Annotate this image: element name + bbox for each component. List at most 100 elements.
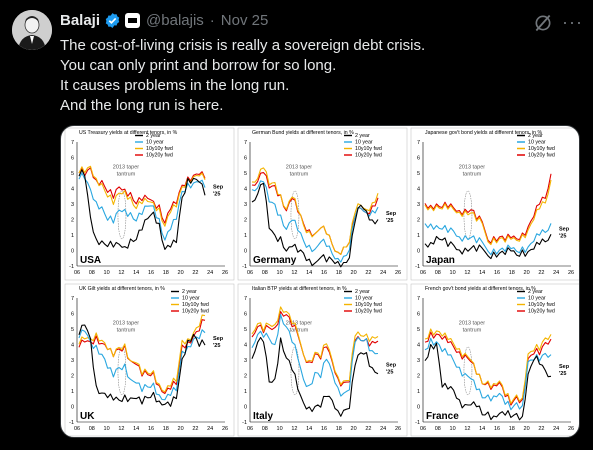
separator: · bbox=[209, 11, 215, 29]
y-tick-label: -1 bbox=[242, 420, 247, 426]
y-tick-label: -1 bbox=[242, 264, 247, 270]
end-label: Sep bbox=[559, 227, 570, 233]
post-date[interactable]: Nov 25 bbox=[220, 11, 269, 29]
x-tick-label: 06 bbox=[74, 426, 80, 432]
series-line-10-year bbox=[78, 172, 206, 241]
chart-title: French gov't bond yields at different te… bbox=[425, 286, 536, 292]
affiliate-badge-icon[interactable] bbox=[125, 12, 141, 28]
panel-border bbox=[237, 127, 408, 281]
chart-panel-usa: US Treasury yields at different tenors, … bbox=[69, 130, 228, 276]
legend-label: 10 year bbox=[528, 296, 546, 302]
end-label: '25 bbox=[213, 343, 220, 349]
y-tick-label: 6 bbox=[244, 312, 247, 318]
annotation-text: 2013 taper bbox=[286, 320, 312, 326]
y-tick-label: 2 bbox=[244, 218, 247, 224]
x-tick-label: 08 bbox=[262, 270, 268, 276]
y-tick-label: 4 bbox=[244, 343, 247, 349]
series-line-10y20y-fwd bbox=[424, 173, 552, 244]
series-line-10-year bbox=[424, 337, 552, 411]
y-tick-label: 0 bbox=[417, 405, 420, 411]
post-text-line: The cost-of-living crisis is really a so… bbox=[60, 37, 426, 54]
x-tick-label: 24 bbox=[207, 426, 213, 432]
series-line-10-year bbox=[78, 329, 206, 401]
x-tick-label: 18 bbox=[509, 426, 515, 432]
legend-label: 10y10y fwd bbox=[355, 146, 382, 152]
x-tick-label: 10 bbox=[277, 426, 283, 432]
grok-icon[interactable] bbox=[533, 13, 553, 33]
x-tick-label: 10 bbox=[450, 426, 456, 432]
legend-label: 10y10y fwd bbox=[528, 302, 555, 308]
x-tick-label: 12 bbox=[464, 270, 470, 276]
verified-badge-icon[interactable] bbox=[104, 12, 121, 29]
x-tick-label: 10 bbox=[450, 270, 456, 276]
x-tick-label: 26 bbox=[395, 270, 401, 276]
y-tick-label: 5 bbox=[71, 171, 74, 177]
end-label: Sep bbox=[386, 362, 397, 368]
author-handle[interactable]: @balajis bbox=[146, 11, 204, 29]
author-name[interactable]: Balaji bbox=[60, 11, 101, 29]
series-line-10y10y-fwd bbox=[424, 328, 552, 405]
annotation-text: 2013 taper bbox=[459, 164, 485, 170]
end-label: '25 bbox=[213, 192, 220, 198]
post-media-image[interactable]: US Treasury yields at different tenors, … bbox=[60, 125, 580, 438]
avatar[interactable] bbox=[12, 10, 52, 50]
y-tick-label: 3 bbox=[71, 358, 74, 364]
x-tick-label: 06 bbox=[247, 426, 253, 432]
post-text-line: And the long run is here. bbox=[60, 97, 224, 114]
end-label: Sep bbox=[213, 336, 224, 342]
panel-border bbox=[410, 283, 579, 437]
x-tick-label: 24 bbox=[380, 270, 386, 276]
series-line-10-year bbox=[251, 180, 379, 263]
chart-panel-germany: German Bund yields at different tenors, … bbox=[242, 130, 401, 276]
series-line-2-year bbox=[251, 182, 379, 268]
panel-border bbox=[410, 127, 579, 281]
y-tick-label: 7 bbox=[71, 296, 74, 302]
y-tick-label: 6 bbox=[417, 156, 420, 162]
taper-tantrum-marker bbox=[117, 346, 127, 396]
legend-label: 10y20y fwd bbox=[528, 309, 555, 315]
series-line-10y10y-fwd bbox=[78, 165, 206, 227]
series-line-10y20y-fwd bbox=[424, 331, 552, 406]
annotation-text: tantrum bbox=[117, 171, 136, 177]
x-tick-label: 18 bbox=[336, 270, 342, 276]
y-tick-label: 5 bbox=[417, 171, 420, 177]
y-tick-label: 4 bbox=[244, 187, 247, 193]
y-tick-label: -1 bbox=[69, 264, 74, 270]
y-tick-label: 0 bbox=[71, 249, 74, 255]
chart-title: German Bund yields at different tenors, … bbox=[252, 130, 354, 136]
x-tick-label: 14 bbox=[479, 426, 485, 432]
y-tick-label: 0 bbox=[244, 249, 247, 255]
end-label: Sep bbox=[559, 364, 570, 370]
x-tick-label: 06 bbox=[74, 270, 80, 276]
post-header: Balaji @balajis · Nov 25 bbox=[60, 10, 268, 30]
legend-label: 10y20y fwd bbox=[146, 153, 173, 159]
x-tick-label: 16 bbox=[494, 270, 500, 276]
y-tick-label: 3 bbox=[244, 202, 247, 208]
y-tick-label: 1 bbox=[71, 389, 74, 395]
x-tick-label: 26 bbox=[568, 426, 574, 432]
more-icon[interactable]: ··· bbox=[562, 12, 583, 32]
annotation-text: tantrum bbox=[463, 171, 482, 177]
legend-label: 10y10y fwd bbox=[528, 146, 555, 152]
legend-label: 10y10y fwd bbox=[146, 146, 173, 152]
series-line-10y10y-fwd bbox=[251, 167, 379, 255]
y-tick-label: 5 bbox=[417, 327, 420, 333]
y-tick-label: 2 bbox=[71, 374, 74, 380]
post-text-line: You can only print and borrow for so lon… bbox=[60, 57, 337, 74]
post-text: The cost-of-living crisis is really a so… bbox=[60, 36, 580, 116]
x-tick-label: 22 bbox=[538, 426, 544, 432]
y-tick-label: 0 bbox=[71, 405, 74, 411]
x-tick-label: 12 bbox=[291, 270, 297, 276]
x-tick-label: 14 bbox=[306, 270, 312, 276]
y-tick-label: -1 bbox=[415, 264, 420, 270]
end-label: '25 bbox=[386, 218, 393, 224]
x-tick-label: 20 bbox=[524, 426, 530, 432]
chart-title: Italian BTP yields at different tenors, … bbox=[252, 286, 347, 292]
chart-panel-uk: UK Gilt yields at different tenors, in %… bbox=[69, 286, 228, 432]
y-tick-label: 4 bbox=[417, 187, 420, 193]
x-tick-label: 12 bbox=[118, 270, 124, 276]
y-tick-label: 7 bbox=[244, 296, 247, 302]
country-label: Japan bbox=[426, 255, 455, 266]
series-line-10y20y-fwd bbox=[78, 167, 206, 224]
x-tick-label: 10 bbox=[104, 270, 110, 276]
